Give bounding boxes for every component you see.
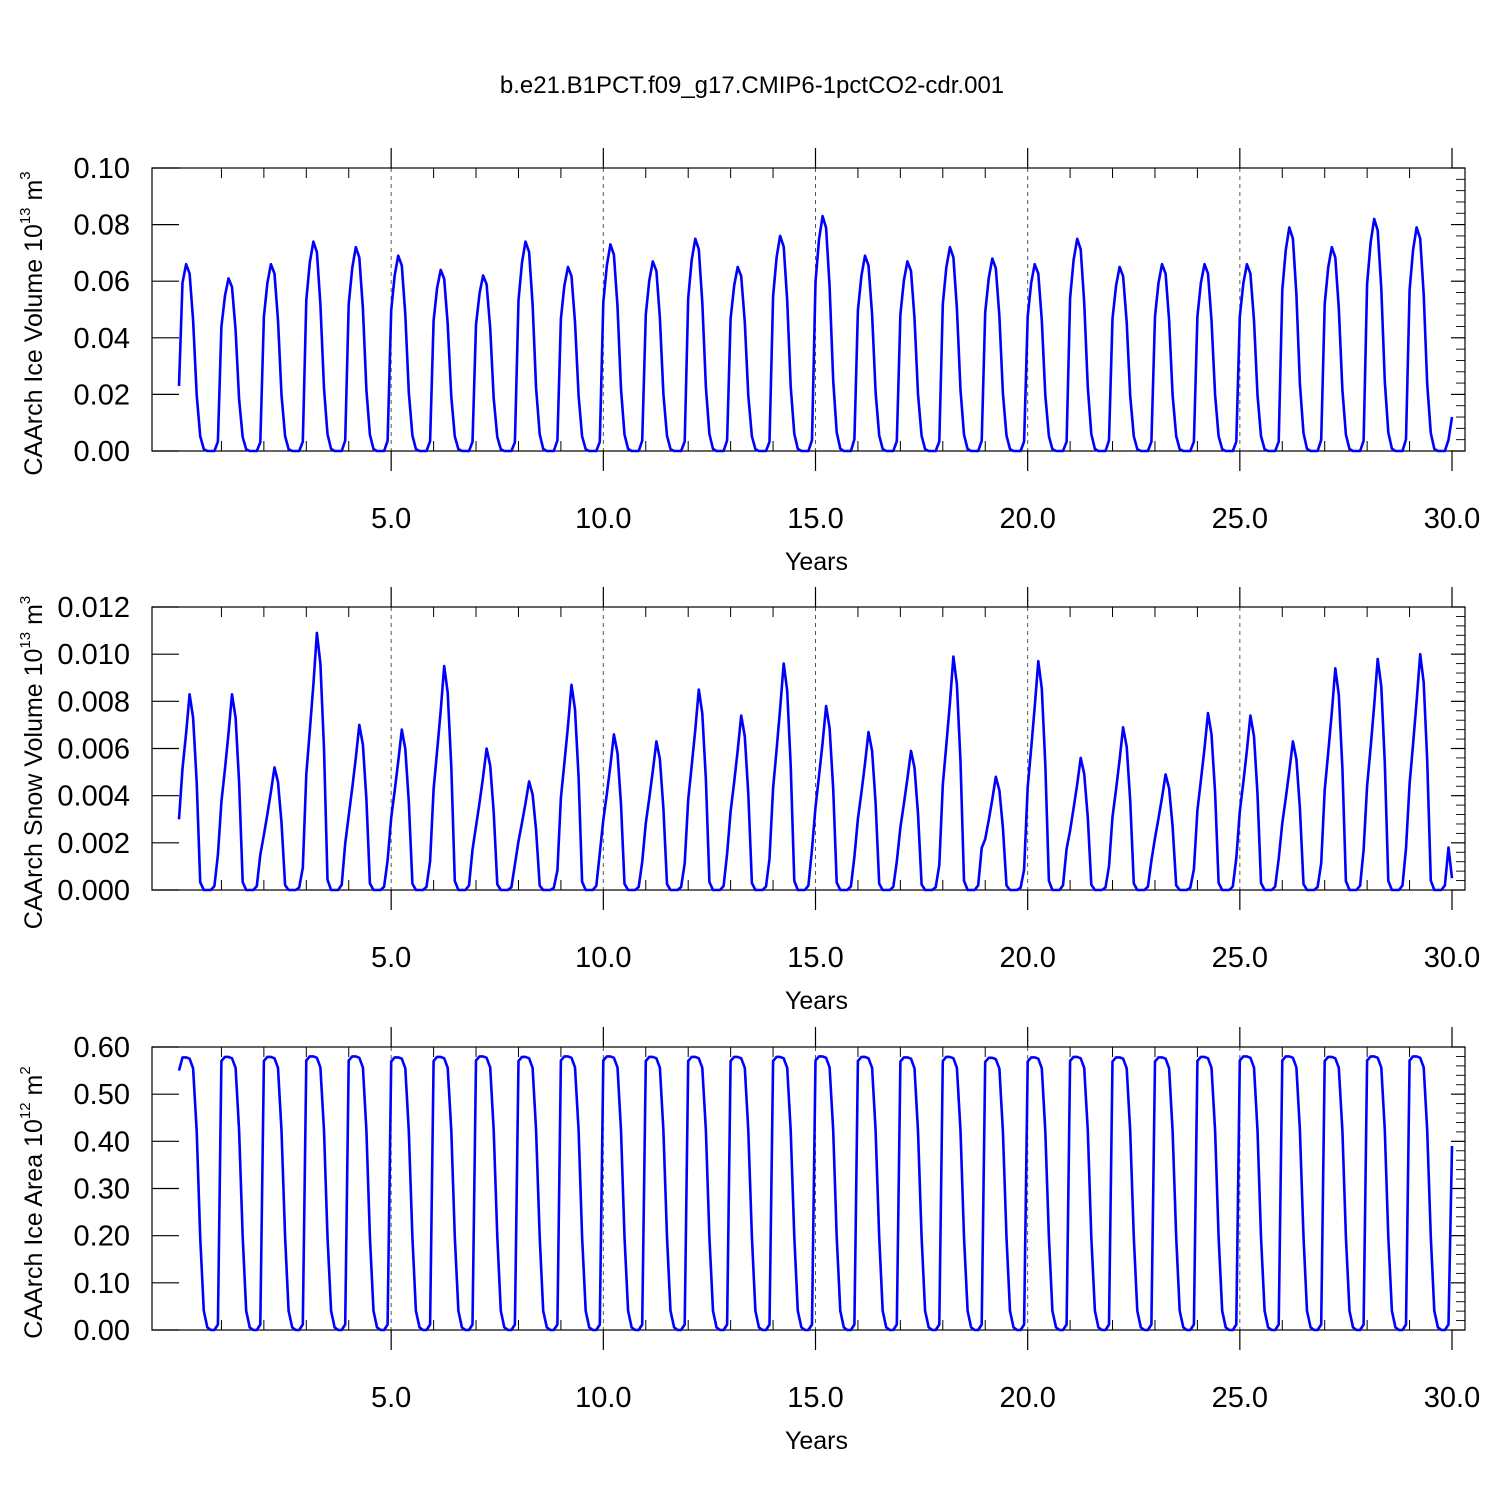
x-tick-label: 20.0 bbox=[999, 503, 1055, 535]
y-tick-label: 0.00 bbox=[74, 1315, 130, 1347]
y-tick-label: 0.000 bbox=[57, 875, 130, 907]
x-tick-label: 30.0 bbox=[1424, 942, 1480, 974]
panel-1: 0.00 0.02 0.04 0.06 0.08 0.10 5.0 10.0 15.0 20.0 2… bbox=[17, 148, 1480, 576]
y-tick-label: 0.60 bbox=[74, 1032, 130, 1064]
y-tick-label: 0.004 bbox=[57, 781, 130, 813]
x-tick-label: 5.0 bbox=[371, 503, 411, 535]
y-axis-label: CAArch Snow Volume 1013 m3 bbox=[17, 596, 48, 930]
x-tick-label: 10.0 bbox=[575, 1382, 631, 1414]
x-tick-label: 20.0 bbox=[999, 942, 1055, 974]
y-tick-label: 0.06 bbox=[74, 266, 130, 298]
y-tick-label: 0.30 bbox=[74, 1174, 130, 1206]
y-tick-label: 0.010 bbox=[57, 639, 130, 671]
data-series-line bbox=[177, 631, 1454, 892]
x-tick-label: 15.0 bbox=[787, 1382, 843, 1414]
x-axis-label: Years bbox=[785, 987, 848, 1015]
panel-2: 0.000 0.002 0.004 0.006 0.008 0.010 0.012 5.0 10… bbox=[17, 587, 1480, 1015]
plot-frame bbox=[151, 606, 1466, 891]
y-tick-label: 0.012 bbox=[57, 592, 130, 624]
data-series-line bbox=[177, 214, 1454, 453]
x-tick-label: 25.0 bbox=[1212, 503, 1268, 535]
x-tick-label: 30.0 bbox=[1424, 1382, 1480, 1414]
x-tick-label: 15.0 bbox=[787, 503, 843, 535]
y-axis-label: CAArch Ice Volume 1013 m3 bbox=[17, 171, 48, 475]
y-tick-label: 0.40 bbox=[74, 1126, 130, 1158]
x-axis-label: Years bbox=[785, 1427, 848, 1455]
x-tick-label: 25.0 bbox=[1212, 942, 1268, 974]
y-axis-label: CAArch Ice Area 1012 m2 bbox=[17, 1066, 48, 1338]
y-tick-label: 0.04 bbox=[74, 323, 130, 355]
y-tick-label: 0.08 bbox=[74, 210, 130, 242]
x-tick-label: 25.0 bbox=[1212, 1382, 1268, 1414]
data-series-line bbox=[177, 1055, 1454, 1332]
x-tick-label: 5.0 bbox=[371, 942, 411, 974]
y-tick-label: 0.02 bbox=[74, 379, 130, 411]
x-tick-label: 10.0 bbox=[575, 942, 631, 974]
y-tick-label: 0.002 bbox=[57, 828, 130, 860]
y-tick-label: 0.20 bbox=[74, 1221, 130, 1253]
x-tick-label: 30.0 bbox=[1424, 503, 1480, 535]
chart-title: b.e21.B1PCT.f09_g17.CMIP6-1pctCO2-cdr.00… bbox=[500, 72, 1004, 99]
x-tick-label: 5.0 bbox=[371, 1382, 411, 1414]
x-axis-label: Years bbox=[785, 548, 848, 576]
x-tick-label: 20.0 bbox=[999, 1382, 1055, 1414]
y-tick-label: 0.50 bbox=[74, 1079, 130, 1111]
x-tick-label: 10.0 bbox=[575, 503, 631, 535]
y-tick-label: 0.10 bbox=[74, 153, 130, 185]
x-tick-label: 15.0 bbox=[787, 942, 843, 974]
panel-3: 0.00 0.10 0.20 0.30 0.40 0.50 0.60 5.0 10.0 15.0 2… bbox=[17, 1027, 1480, 1455]
y-tick-label: 0.00 bbox=[74, 436, 130, 468]
y-tick-label: 0.10 bbox=[74, 1268, 130, 1300]
y-tick-label: 0.006 bbox=[57, 734, 130, 766]
y-tick-label: 0.008 bbox=[57, 686, 130, 718]
